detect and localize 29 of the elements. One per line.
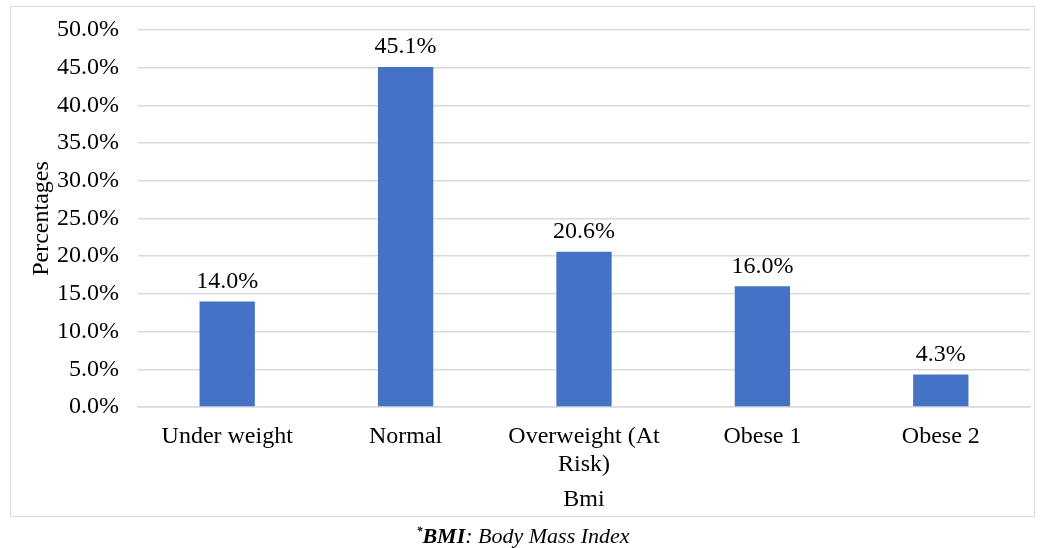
y-tick-label: 10.0% — [57, 316, 119, 343]
bar — [734, 286, 791, 407]
y-tick-label: 45.0% — [57, 53, 119, 79]
x-tick-label: Normal — [368, 422, 443, 449]
bar — [556, 251, 612, 407]
y-tick-label: 50.0% — [57, 15, 119, 42]
y-tick-label: 15.0% — [57, 279, 119, 306]
y-tick-label: 25.0% — [57, 203, 119, 230]
data-label: 45.1% — [374, 32, 437, 59]
y-tick-label: 5.0% — [69, 354, 119, 381]
bar — [913, 374, 969, 407]
x-tick-label: Obese 1 — [723, 422, 802, 449]
data-label: 4.3% — [915, 339, 966, 366]
y-tick-label: 35.0% — [57, 128, 119, 155]
y-tick-label: 40.0% — [57, 90, 119, 117]
data-label: 14.0% — [196, 266, 259, 293]
y-tick-label: 30.0% — [57, 166, 119, 193]
x-tick-label: Overweight (At Risk) — [508, 422, 660, 477]
y-tick-label: 0.0% — [69, 392, 119, 419]
y-tick-label: 20.0% — [57, 241, 119, 268]
bar — [377, 66, 434, 407]
data-label: 16.0% — [731, 251, 794, 278]
y-axis-title: Percentages — [26, 161, 53, 276]
x-tick-label: Obese 2 — [901, 422, 980, 449]
x-tick-label: Under weight — [161, 422, 294, 449]
x-axis-title: Bmi — [563, 484, 605, 511]
text: $^{*}$BMI: Body Mass Index — [416, 523, 630, 548]
data-label: 20.6% — [553, 216, 615, 243]
bar — [199, 301, 255, 407]
